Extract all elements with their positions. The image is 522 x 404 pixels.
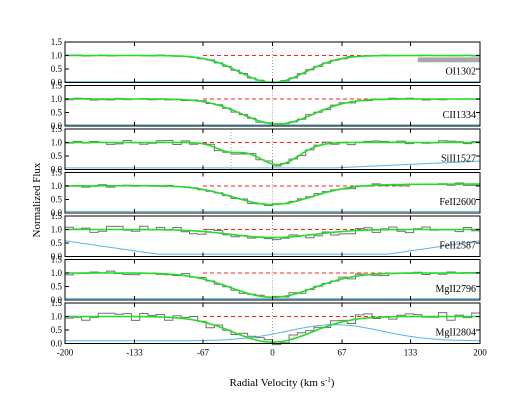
ion-label: FeII2600	[439, 197, 476, 208]
panels-group: 0.00.51.01.5OI13020.00.51.01.5CII13340.0…	[51, 37, 488, 358]
y-tick-label: 0.0	[51, 295, 63, 305]
x-tick-label: -200	[57, 348, 74, 358]
model-fit	[65, 183, 480, 206]
y-tick-label: 0.5	[51, 195, 63, 205]
model-fit	[65, 98, 480, 125]
y-tick-label: 1.5	[51, 168, 63, 178]
y-tick-label: 1.5	[51, 211, 63, 221]
x-tick-label: 200	[473, 348, 487, 358]
y-tick-label: 0.5	[51, 151, 63, 161]
y-tick-label: 0.0	[51, 252, 63, 262]
y-tick-label: 0.0	[51, 165, 63, 175]
y-tick-label: 1.0	[51, 51, 63, 61]
panel-SiII1527: 0.0 0.5 1.0 1.5 SiII1527	[51, 124, 481, 175]
x-tick-label: 133	[404, 348, 418, 358]
ion-label: MgII2796	[435, 284, 476, 295]
y-tick-label: 0.5	[51, 325, 63, 335]
y-tick-label: 1.5	[51, 37, 63, 47]
panel-OI1302: 0.0 0.5 1.0 1.5 OI1302	[51, 37, 481, 88]
ion-label: FeII2587	[439, 241, 476, 252]
x-axis-title-main: Radial Velocity (km s	[230, 377, 325, 389]
y-tick-label: 1.5	[51, 255, 63, 265]
y-axis-title: Normalized Flux	[31, 162, 43, 237]
panel-FeII2600: 0.0 0.5 1.0 1.5 FeII2600	[51, 168, 481, 218]
panel-MgII2796: 0.0 0.5 1.0 1.5 MgII2796	[51, 255, 481, 305]
x-axis-title-sup: -1	[325, 376, 331, 384]
data-spectrum	[65, 97, 480, 125]
mask-region	[417, 57, 480, 63]
model-fit	[65, 228, 480, 239]
y-tick-label: 0.0	[51, 78, 63, 88]
panel-MgII2804: 0.0 0.5 1.0 1.5 MgII2804	[51, 298, 481, 349]
y-tick-label: 0.5	[51, 64, 63, 74]
data-spectrum	[65, 312, 480, 346]
ion-label: OI1302	[445, 67, 476, 78]
y-tick-label: 1.5	[51, 298, 63, 308]
y-tick-label: 1.0	[51, 225, 63, 235]
x-tick-label: 0	[270, 348, 275, 358]
x-tick-label: -133	[126, 348, 143, 358]
y-tick-label: 1.0	[51, 268, 63, 278]
model-fit	[65, 272, 480, 299]
y-tick-label: 0.5	[51, 238, 63, 248]
y-tick-label: 0.0	[51, 121, 63, 131]
y-tick-label: 1.0	[51, 312, 63, 322]
ion-label: CII1334	[443, 110, 476, 121]
y-tick-label: 0.0	[51, 208, 63, 218]
y-tick-label: 1.0	[51, 94, 63, 104]
x-axis-title-close: )	[331, 377, 335, 389]
x-axis-title: Radial Velocity (km s-1)	[230, 376, 335, 389]
y-tick-label: 0.5	[51, 108, 63, 118]
y-tick-label: 1.5	[51, 124, 63, 134]
panel-CII1334: 0.0 0.5 1.0 1.5 CII1334	[51, 81, 481, 131]
ion-label: MgII2804	[435, 328, 476, 339]
ion-label: SiII1527	[441, 154, 476, 165]
y-tick-label: 1.0	[51, 138, 63, 148]
model-fit	[65, 141, 480, 166]
panel-FeII2587: 0.0 0.5 1.0 1.5 FeII2587	[51, 211, 481, 262]
y-tick-label: 0.5	[51, 282, 63, 292]
model-fit	[65, 315, 480, 343]
y-tick-label: 1.5	[51, 81, 63, 91]
x-tick-label: -67	[197, 348, 209, 358]
y-tick-label: 0.0	[51, 339, 63, 349]
y-tick-label: 1.0	[51, 181, 63, 191]
x-tick-label: 67	[338, 348, 348, 358]
